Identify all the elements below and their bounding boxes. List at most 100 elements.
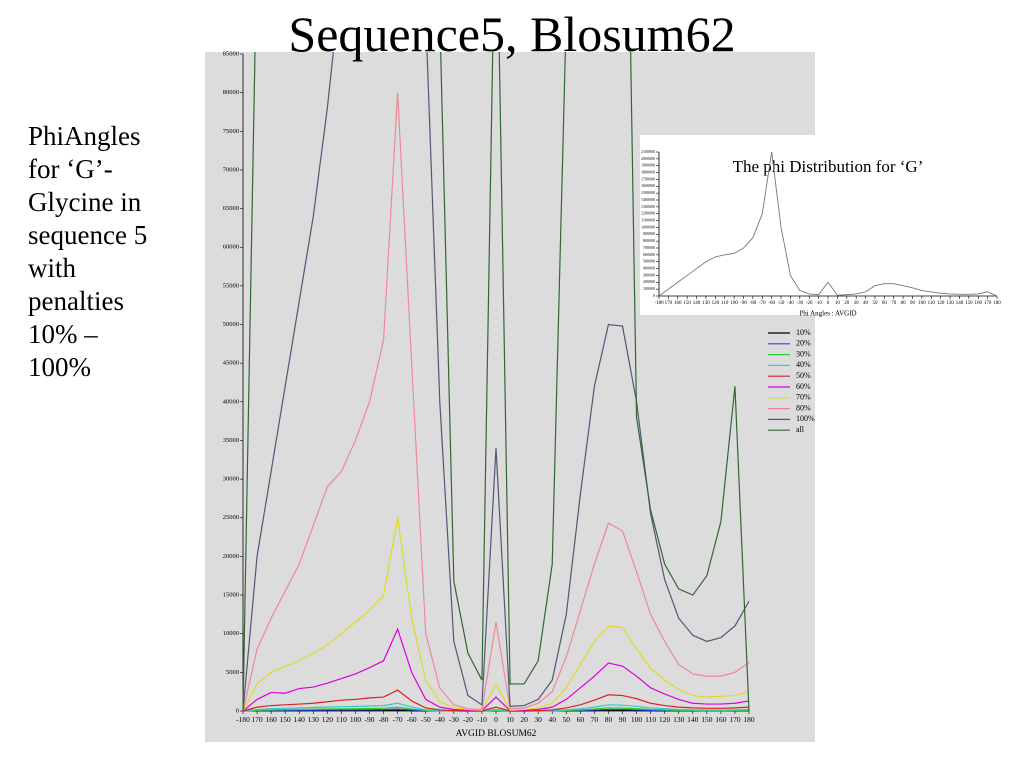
x-tick-label: 180 [993,301,1001,306]
x-tick-label: 150 [683,301,691,306]
x-tick-label: -180 [654,301,664,306]
series-line [242,52,750,712]
x-tick-label: 110 [721,301,729,306]
y-tick-label: 65000 [223,205,239,212]
body-line: 100% [28,352,91,382]
legend-label: 40% [796,360,811,369]
x-tick-label: 130 [673,715,685,724]
x-tick-label: 70 [591,715,599,724]
x-tick-label: 90 [910,301,916,306]
y-tick-label: 500000 [643,259,655,264]
y-tick-label: 1300000 [641,204,655,209]
body-line: for ‘G’- [28,154,113,184]
x-tick-label: -80 [750,301,757,306]
x-tick-label: 170 [251,715,263,724]
x-tick-label: -10 [815,301,822,306]
x-tick-label: 0 [827,301,830,306]
legend-label: 70% [796,393,811,402]
lines [242,52,750,712]
x-axis-label: Phi Angles : AVGID [799,310,856,318]
x-tick-label: 140 [294,715,306,724]
x-tick-label: 100 [730,301,738,306]
inset-background [640,135,1010,315]
x-tick-label: -30 [796,301,803,306]
x-tick-label: -180 [236,715,250,724]
y-tick-label: 600000 [643,252,655,257]
x-tick-label: 180 [743,715,755,724]
y-tick-label: 1500000 [641,190,655,195]
y-tick-label: 30000 [223,476,239,483]
slide-body: PhiAngles for ‘G’- Glycine in sequence 5 wit… [28,120,147,384]
y-tick-label: 100000 [643,286,655,291]
body-line: 10% – [28,319,98,349]
x-tick-label: 140 [693,301,701,306]
x-tick-label: 160 [715,715,727,724]
x-tick-label: -90 [365,715,375,724]
x-tick-label: 110 [928,301,936,306]
y-tick-label: 5000 [226,669,239,676]
series-line [659,151,998,297]
x-tick-label: 150 [965,301,973,306]
y-tick-label: 25000 [223,514,239,521]
y-tick-label: 900000 [643,231,655,236]
y-tick-label: 200000 [643,279,655,284]
y-tick-label: 1700000 [641,176,655,181]
x-tick-label: 100 [918,301,926,306]
x-tick-label: 130 [702,301,710,306]
x-tick-label: 150 [701,715,713,724]
y-tick-label: 45000 [223,360,239,367]
legend-label: 60% [796,382,811,391]
x-tick-label: 120 [322,715,334,724]
x-tick-label: -90 [740,301,747,306]
x-tick-label: 20 [520,715,528,724]
x-tick-label: 30 [854,301,860,306]
body-line: sequence 5 [28,220,148,250]
x-tick-label: -80 [379,715,389,724]
x-tick-label: 140 [687,715,699,724]
series-line [242,52,750,712]
legend-label: 80% [796,403,811,412]
x-tick-label: 170 [665,301,673,306]
x-tick-label: 100 [350,715,362,724]
legend-label: 10% [796,328,811,337]
y-tick-label: 35000 [223,437,239,444]
legend-label: 20% [796,339,811,348]
x-axis-label: AVGID BLOSUM62 [456,729,537,739]
lines [659,151,998,297]
x-tick-label: 120 [712,301,720,306]
y-tick-label: 1800000 [641,169,655,174]
x-tick-label: -20 [806,301,813,306]
x-tick-label: 70 [891,301,897,306]
body-line: with [28,253,77,283]
legend-label: 100% [796,414,815,423]
x-tick-label: 110 [336,715,347,724]
y-tick-label: 85000 [223,50,239,57]
y-tick-label: 1200000 [641,211,655,216]
body-line: PhiAngles [28,121,141,151]
y-tick-label: 2000000 [641,156,655,161]
y-tick-label: 300000 [643,272,655,277]
x-tick-label: 40 [548,715,556,724]
y-tick-label: 70000 [223,166,239,173]
y-tick-label: 50000 [223,321,239,328]
y-tick-label: 1400000 [641,197,655,202]
x-tick-label: 130 [308,715,320,724]
y-tick-label: 1000000 [641,224,655,229]
y-tick-label: 400000 [643,265,655,270]
series-line [242,702,750,712]
x-tick-label: -70 [759,301,766,306]
y-tick-label: 55000 [223,282,239,289]
x-tick-label: -40 [787,301,794,306]
slide-title: Sequence5, Blosum62 [288,6,736,62]
y-tick-label: 20000 [223,553,239,560]
x-tick-label: -40 [435,715,445,724]
x-tick-label: 170 [729,715,741,724]
y-tick-label: 60000 [223,244,239,251]
y-tick-label: 15000 [223,592,239,599]
x-tick-label: 170 [984,301,992,306]
legend-label: 50% [796,371,811,380]
x-tick-label: 60 [882,301,888,306]
x-tick-label: -60 [768,301,775,306]
x-tick-label: 0 [494,715,498,724]
